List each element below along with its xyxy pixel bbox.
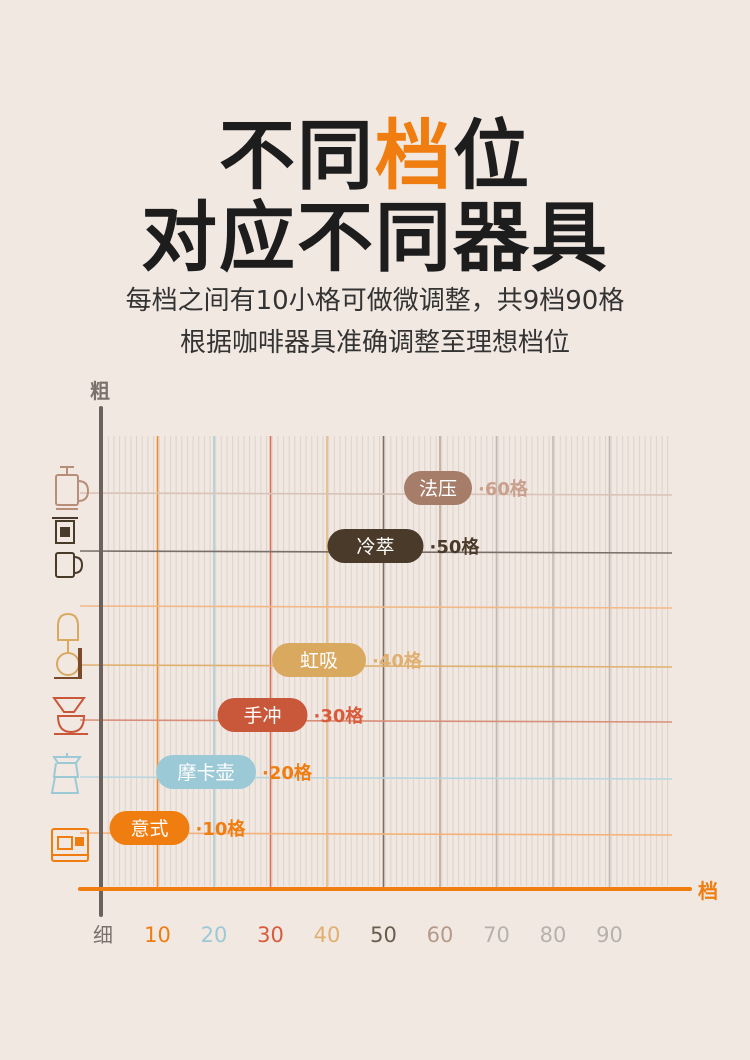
x-tick-80: 80 [540, 923, 567, 947]
minor-grid [104, 436, 670, 886]
major-grid-vertical [156, 436, 611, 887]
subtitle-line2: 根据咖啡器具准确调整至理想档位 [179, 328, 570, 358]
moka-pot-icon [50, 753, 82, 794]
category-line-siphon [79, 664, 673, 668]
x-tick-labels: 10 20 30 40 50 60 70 80 90 [144, 923, 623, 947]
title-highlight: 档 [375, 111, 453, 200]
x-tick-50: 50 [370, 923, 397, 947]
x-tick-60: 60 [427, 923, 454, 947]
bar-label: 手冲 [243, 705, 281, 727]
pour-over-icon [52, 697, 88, 735]
bar-40 [272, 643, 366, 677]
x-tick-20: 20 [201, 923, 228, 947]
x-tick-70: 70 [483, 923, 510, 947]
category-line-french-press [79, 492, 673, 496]
pill-espresso-machine: 意式 ·10格 [109, 811, 247, 845]
bar-label: 虹吸 [300, 650, 338, 672]
pill-moka-pot: 摩卡壶 ·20格 [156, 755, 313, 789]
bar-10 [109, 811, 190, 845]
pill-french-press: 法压 ·60格 [404, 471, 529, 505]
bar-50 [327, 529, 424, 563]
x-tick-10: 10 [144, 923, 171, 947]
siphon-icon [54, 612, 82, 679]
pill-siphon: 虹吸 ·40格 [272, 643, 423, 677]
data-label: ·60格 [478, 478, 529, 500]
bar-60 [404, 471, 472, 505]
category-line-extra [79, 605, 673, 609]
data-label: ·20格 [262, 762, 313, 784]
category-line-pour-over [79, 719, 673, 723]
x-tick-90: 90 [596, 923, 623, 947]
data-label: ·10格 [196, 818, 247, 840]
bar-30 [217, 698, 308, 732]
french-press-icon [55, 466, 90, 510]
subtitle-line1: 每档之间有10小格可做微调整，共9档90格 [125, 286, 625, 316]
pill-cold-brew: 冷萃 ·50格 [327, 529, 481, 563]
pill-pour-over: 手冲 ·30格 [217, 698, 365, 732]
bar-20 [156, 755, 256, 789]
espresso-machine-icon [51, 828, 89, 862]
x-tick-30: 30 [257, 923, 284, 947]
bar-label: 冷萃 [356, 536, 394, 558]
device-icons [50, 466, 90, 862]
bar-label: 法压 [419, 478, 457, 500]
data-label: ·30格 [314, 705, 365, 727]
data-label: ·40格 [372, 650, 423, 672]
cold-brew-icon [52, 517, 84, 578]
y-axis-top-label: 粗 [90, 379, 110, 403]
page-title-line2: 对应不同器具 [141, 193, 609, 282]
x-tick-40: 40 [314, 923, 341, 947]
data-label: ·50格 [430, 536, 481, 558]
y-axis-bottom-label: 细 [93, 923, 113, 947]
bar-label: 摩卡壶 [177, 762, 234, 784]
page-title-line1: 不同档位 [219, 111, 531, 200]
x-axis-label: 档 [698, 879, 718, 903]
bar-label: 意式 [130, 818, 168, 840]
